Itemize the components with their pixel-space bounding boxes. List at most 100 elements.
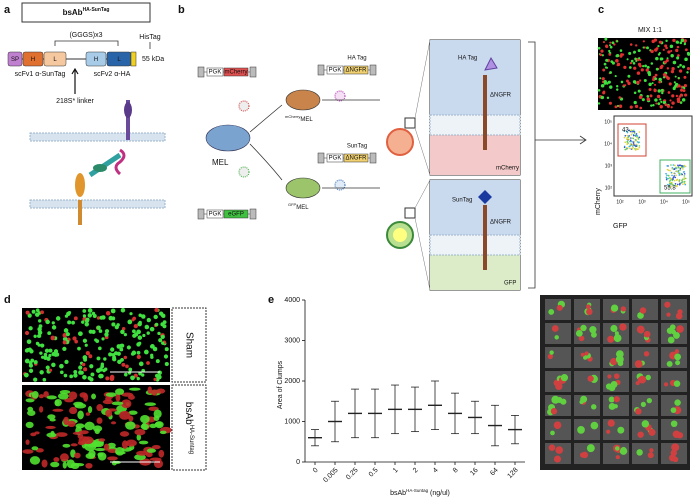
event <box>683 166 685 168</box>
cell <box>87 313 93 318</box>
cell <box>136 376 140 381</box>
cell <box>665 58 669 62</box>
antibody <box>88 152 122 178</box>
x-tick-label: 0.25 <box>345 467 360 482</box>
cell <box>108 352 113 357</box>
x-tick-label: 4 <box>432 467 440 475</box>
label-main: bsAb <box>183 402 194 425</box>
event <box>666 174 668 177</box>
gate-red: 43 <box>622 128 629 134</box>
event <box>626 134 628 137</box>
tile <box>661 299 687 320</box>
event <box>633 132 636 134</box>
cell <box>657 102 661 106</box>
clump <box>46 395 57 400</box>
event <box>669 169 671 172</box>
cell <box>114 325 119 330</box>
cell <box>73 373 78 378</box>
clump <box>115 447 125 456</box>
cell <box>682 86 685 89</box>
cell <box>641 98 645 102</box>
clump <box>128 387 141 391</box>
cell <box>676 325 684 333</box>
cell <box>623 65 627 69</box>
clump <box>85 462 93 469</box>
cell <box>73 316 78 321</box>
cell <box>608 403 616 410</box>
cell <box>127 319 133 325</box>
cell <box>648 453 653 458</box>
clump <box>63 416 70 426</box>
segments: SP H L H L <box>7 51 132 67</box>
event <box>629 147 631 150</box>
ltr <box>317 152 325 164</box>
ltr <box>197 66 205 78</box>
cell <box>629 105 633 109</box>
event <box>638 146 641 149</box>
cell <box>617 426 625 434</box>
clump <box>93 425 103 432</box>
cell <box>88 354 93 359</box>
cell <box>82 338 88 343</box>
cell <box>633 51 636 54</box>
event <box>638 141 640 144</box>
cell <box>680 38 685 43</box>
clump <box>136 434 142 441</box>
ltr <box>317 64 325 76</box>
cell <box>560 398 567 405</box>
event <box>632 141 634 143</box>
cell <box>140 373 145 377</box>
virus <box>238 166 250 178</box>
cell <box>630 59 634 63</box>
cell <box>607 374 612 379</box>
event <box>635 148 638 150</box>
cell <box>629 43 633 46</box>
cell <box>639 106 643 110</box>
event <box>676 170 678 173</box>
segment-label: SP <box>11 57 19 63</box>
cell <box>92 313 97 318</box>
cell <box>669 99 672 102</box>
clump <box>38 394 44 399</box>
cell <box>646 94 650 98</box>
cell <box>146 331 150 335</box>
clump <box>93 441 104 448</box>
cell <box>580 324 587 332</box>
cell <box>616 62 621 67</box>
event <box>631 144 634 146</box>
gfp-mel: GFPMEL <box>288 202 309 211</box>
cell <box>670 407 677 414</box>
event <box>624 135 627 137</box>
bsab-label: bsAbHA-Suntag <box>183 402 194 454</box>
segment-label: L <box>53 57 57 63</box>
cell <box>43 352 48 357</box>
clump <box>91 393 97 400</box>
cell <box>65 332 70 337</box>
ha-tag: HA Tag <box>458 56 477 62</box>
clump <box>107 442 116 449</box>
cell <box>550 430 555 436</box>
event <box>682 168 684 170</box>
cell <box>600 95 605 100</box>
cell <box>100 364 105 369</box>
cell <box>637 89 641 93</box>
clump <box>115 388 125 395</box>
cell <box>39 351 43 355</box>
clump <box>102 399 113 405</box>
cell <box>582 355 588 360</box>
gene-label: ΔNGFR <box>345 156 367 162</box>
cell <box>613 373 620 379</box>
cell <box>85 350 90 356</box>
cell <box>666 104 670 108</box>
cell <box>638 57 641 60</box>
cell <box>84 322 89 327</box>
clump <box>158 449 165 458</box>
cell <box>675 312 683 320</box>
cell <box>597 102 601 105</box>
cell <box>648 82 652 87</box>
event <box>682 178 684 181</box>
micrograph-cells <box>597 37 691 110</box>
cell <box>610 358 618 366</box>
event <box>665 178 668 181</box>
cell <box>647 70 651 75</box>
